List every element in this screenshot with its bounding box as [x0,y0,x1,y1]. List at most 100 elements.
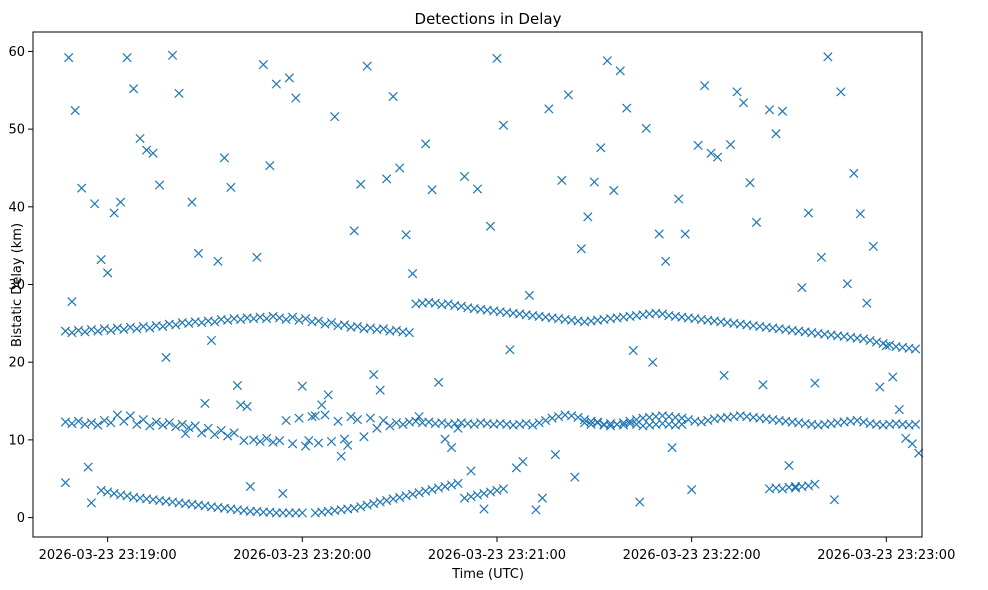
data-point [531,505,541,515]
data-point [297,508,307,518]
data-point [862,298,872,308]
data-point [446,443,457,453]
data-point [349,226,359,236]
data-point [466,466,476,476]
data-point [557,175,567,186]
data-point [459,171,470,182]
data-point [894,404,904,415]
data-point [404,328,414,338]
data-point [810,378,820,388]
data-point [119,416,129,426]
data-point [265,161,275,171]
data-point [171,422,181,432]
data-point [573,412,583,422]
data-point [472,184,483,194]
data-point [868,241,878,252]
data-point [294,413,304,423]
data-point [145,323,155,333]
data-point [151,417,161,427]
data-point [291,93,301,103]
data-point [910,344,921,354]
data-point [855,209,865,219]
data-point [836,87,846,97]
data-point [745,178,755,188]
data-point [693,140,703,151]
data-point [498,484,509,494]
data-point [816,252,827,262]
data-point [177,419,187,429]
data-point [148,148,158,158]
data-point [365,413,376,423]
data-point [398,419,408,429]
data-point [287,312,298,322]
data-point [453,423,463,433]
data-point [67,296,77,307]
x-tick-label: 2026-03-23 23:22:00 [623,548,761,563]
data-point [401,230,411,240]
data-point [300,314,311,324]
x-axis-label: Time (UTC) [451,567,524,582]
data-point [213,256,223,266]
data-point [661,256,671,266]
data-point [674,194,684,204]
y-tick-label: 0 [17,511,25,526]
data-point [271,79,281,89]
data-point [60,477,71,488]
data-point [261,433,272,443]
data-point [96,255,106,265]
data-point [541,415,551,426]
data-point [119,324,129,335]
data-point [427,185,437,195]
data-point [200,398,210,408]
data-point [544,104,554,114]
data-point [339,320,350,330]
data-point [323,390,333,400]
data-point [132,419,142,429]
data-point [106,418,116,428]
data-point [881,341,891,351]
data-point [346,411,356,422]
data-point [359,432,369,442]
data-point [210,429,220,440]
data-point [492,53,502,64]
data-point [281,314,291,325]
data-point [771,129,781,139]
data-point [528,420,538,430]
data-point [258,507,268,517]
data-point [109,208,119,218]
data-point [687,484,697,495]
x-tick-label: 2026-03-23 23:23:00 [817,548,955,563]
data-point [563,90,573,100]
data-point [784,460,794,471]
data-point [583,212,593,222]
data-point [171,320,181,330]
data-point [330,112,340,122]
data-point [193,248,204,259]
data-point [609,185,619,196]
data-point [122,53,132,63]
data-point [356,179,366,189]
data-point [622,103,632,113]
y-tick-label: 40 [8,200,25,215]
data-point [132,324,142,334]
data-point [90,199,100,209]
data-point [287,439,298,449]
data-point [239,436,249,446]
data-point [284,508,294,518]
data-point [245,481,256,492]
data-point [440,434,450,444]
data-point [210,317,220,327]
data-point [86,498,97,508]
data-point [586,419,596,429]
data-point [291,508,301,518]
data-point [654,229,664,239]
data-point [433,377,444,388]
data-point [375,385,385,395]
data-point [158,321,168,332]
data-point [284,73,294,83]
data-point [281,415,291,426]
data-point [378,415,389,426]
x-tick-label: 2026-03-23 23:19:00 [39,548,177,563]
data-point [64,53,74,63]
